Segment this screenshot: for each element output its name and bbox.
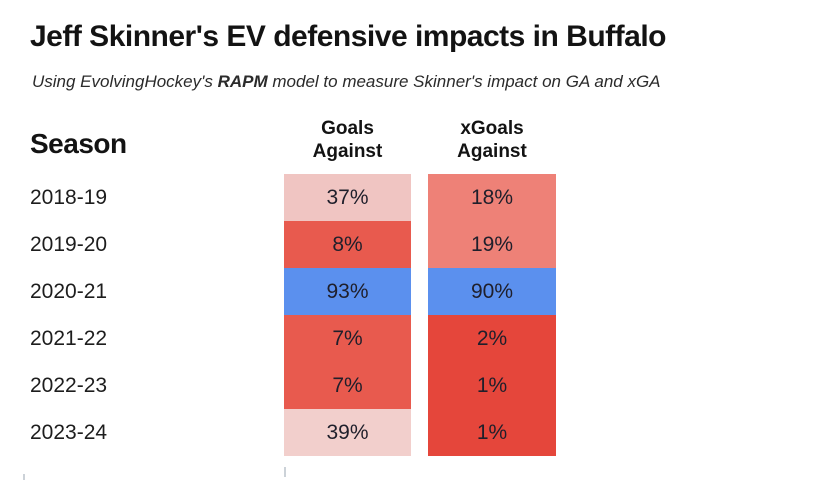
heatmap-cell-xga: 2% <box>428 315 556 362</box>
goals-against-column-header: Goals Against <box>312 118 383 162</box>
season-label: 2018-19 <box>30 186 108 209</box>
subtitle-rapm-bold: RAPM <box>217 72 268 91</box>
season-label: 2023-24 <box>30 421 108 444</box>
heatmap-cell-ga: 39% <box>284 409 411 456</box>
subtitle-suffix: model to measure Skinner's impact on GA … <box>267 72 661 91</box>
cropped-axis-tick <box>23 474 25 480</box>
season-label: 2020-21 <box>30 280 108 303</box>
heatmap-cell-xga: 90% <box>428 268 556 315</box>
heatmap-cell-ga: 93% <box>284 268 411 315</box>
heatmap-cell-ga: 7% <box>284 362 411 409</box>
cropped-axis-tick <box>284 467 286 477</box>
season-label: 2021-22 <box>30 327 108 350</box>
subtitle-prefix: Using EvolvingHockey's <box>32 72 218 91</box>
heatmap-cell-ga: 8% <box>284 221 411 268</box>
page-title: Jeff Skinner's EV defensive impacts in B… <box>30 20 667 53</box>
heatmap-cell-ga: 37% <box>284 174 411 221</box>
heatmap-cell-xga: 19% <box>428 221 556 268</box>
heatmap-cell-xga: 1% <box>428 362 556 409</box>
season-label: 2019-20 <box>30 233 108 256</box>
heatmap-cell-xga: 18% <box>428 174 556 221</box>
xgoals-against-column-header: xGoals Against <box>457 118 527 162</box>
season-column-header: Season <box>30 128 127 159</box>
heatmap-cell-xga: 1% <box>428 409 556 456</box>
heatmap-cell-ga: 7% <box>284 315 411 362</box>
season-label: 2022-23 <box>30 374 108 397</box>
page-subtitle: Using EvolvingHockey's RAPM model to mea… <box>32 72 661 92</box>
